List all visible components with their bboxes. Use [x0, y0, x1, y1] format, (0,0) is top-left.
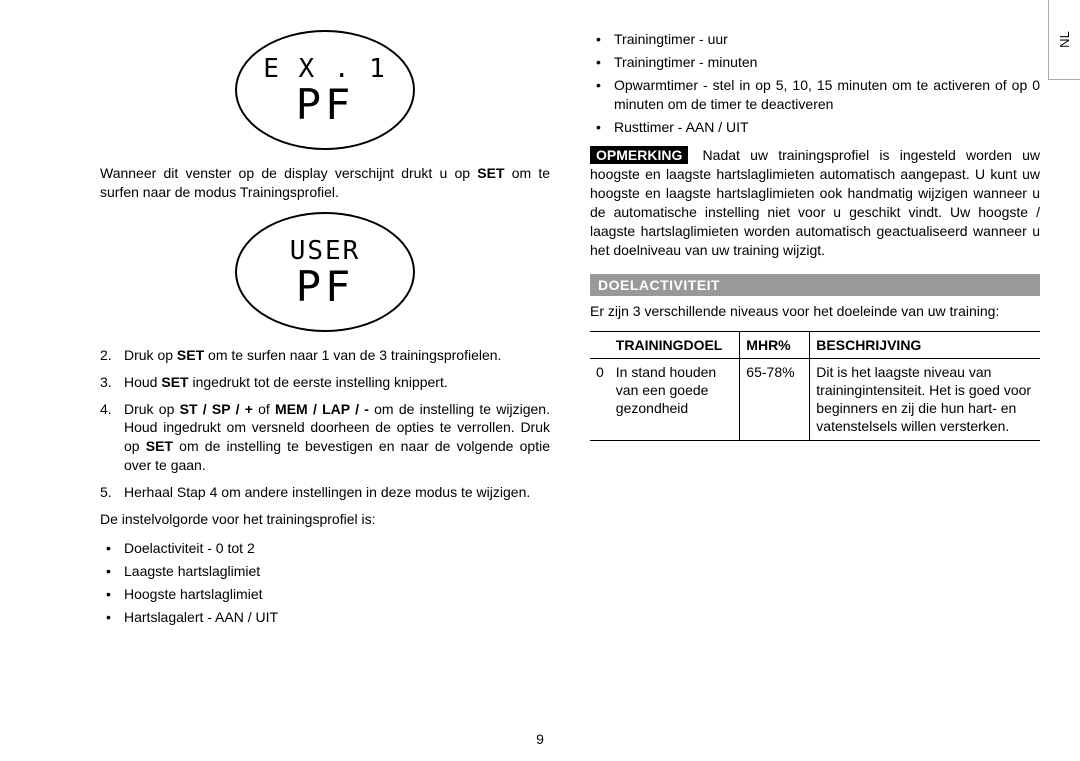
table-row: 0 In stand houden van een goede gezondhe… [590, 358, 1040, 440]
intro-bold: SET [477, 165, 504, 181]
bullet-icon: • [590, 76, 614, 114]
step-item: 5.Herhaal Stap 4 om andere instellingen … [100, 483, 550, 502]
step-number: 5. [100, 483, 124, 502]
list-item-text: Hartslagalert - AAN / UIT [124, 608, 550, 627]
list-item-text: Doelactiviteit - 0 tot 2 [124, 539, 550, 558]
bullet-icon: • [100, 585, 124, 604]
list-item: •Hoogste hartslaglimiet [100, 585, 550, 604]
bullet-icon: • [590, 53, 614, 72]
list-item: •Rusttimer - AAN / UIT [590, 118, 1040, 137]
page-number: 9 [536, 731, 544, 747]
intro-paragraph: Wanneer dit venster op de display versch… [100, 164, 550, 202]
list-item: •Opwarmtimer - stel in op 5, 10, 15 minu… [590, 76, 1040, 114]
note-body: Nadat uw trainingsprofiel is ingesteld w… [590, 147, 1040, 257]
step-item: 4.Druk op ST / SP / + of MEM / LAP / - o… [100, 400, 550, 476]
right-sequence-list: •Trainingtimer - uur•Trainingtimer - min… [590, 30, 1040, 136]
lcd2-line2: PF [296, 266, 355, 308]
td-idx: 0 [590, 358, 610, 440]
list-item: •Doelactiviteit - 0 tot 2 [100, 539, 550, 558]
list-item-text: Trainingtimer - uur [614, 30, 1040, 49]
steps-list: 2.Druk op SET om te surfen naar 1 van de… [100, 346, 550, 502]
list-item: •Trainingtimer - minuten [590, 53, 1040, 72]
step-item: 3.Houd SET ingedrukt tot de eerste inste… [100, 373, 550, 392]
step-number: 3. [100, 373, 124, 392]
left-sequence-list: •Doelactiviteit - 0 tot 2•Laagste hartsl… [100, 539, 550, 627]
step-body: Druk op ST / SP / + of MEM / LAP / - om … [124, 400, 550, 476]
section-header-doelactiviteit: DOELACTIVITEIT [590, 274, 1040, 296]
left-column: E X . 1 PF Wanneer dit venster op de dis… [100, 30, 550, 710]
list-item: •Trainingtimer - uur [590, 30, 1040, 49]
step-number: 2. [100, 346, 124, 365]
list-item-text: Opwarmtimer - stel in op 5, 10, 15 minut… [614, 76, 1040, 114]
lcd1-line2: PF [296, 84, 355, 126]
bullet-icon: • [590, 118, 614, 137]
section-intro: Er zijn 3 verschillende niveaus voor het… [590, 302, 1040, 321]
language-code: NL [1057, 31, 1072, 48]
th-goal: TRAININGDOEL [610, 331, 740, 358]
list-item: •Hartslagalert - AAN / UIT [100, 608, 550, 627]
td-goal: In stand houden van een goede gezondheid [610, 358, 740, 440]
lcd-display-2: USER PF [235, 212, 415, 332]
step-item: 2.Druk op SET om te surfen naar 1 van de… [100, 346, 550, 365]
list-item: •Laagste hartslaglimiet [100, 562, 550, 581]
note-label: OPMERKING [590, 146, 688, 164]
list-item-text: Hoogste hartslaglimiet [124, 585, 550, 604]
sequence-intro: De instelvolgorde voor het trainingsprof… [100, 510, 550, 529]
bullet-icon: • [100, 608, 124, 627]
step-body: Herhaal Stap 4 om andere instellingen in… [124, 483, 550, 502]
td-desc: Dit is het laagste niveau van trainingin… [810, 358, 1040, 440]
bullet-icon: • [590, 30, 614, 49]
bullet-icon: • [100, 562, 124, 581]
intro-pre: Wanneer dit venster op de display versch… [100, 165, 477, 181]
language-tab: NL [1048, 0, 1080, 80]
step-number: 4. [100, 400, 124, 476]
th-idx [590, 331, 610, 358]
right-column: •Trainingtimer - uur•Trainingtimer - min… [590, 30, 1040, 710]
content-columns: E X . 1 PF Wanneer dit venster op de dis… [100, 30, 1040, 710]
goal-table: TRAININGDOEL MHR% BESCHRIJVING 0 In stan… [590, 331, 1040, 441]
step-body: Druk op SET om te surfen naar 1 van de 3… [124, 346, 550, 365]
list-item-text: Trainingtimer - minuten [614, 53, 1040, 72]
note-paragraph: OPMERKING Nadat uw trainingsprofiel is i… [590, 146, 1040, 259]
list-item-text: Laagste hartslaglimiet [124, 562, 550, 581]
lcd-display-1: E X . 1 PF [235, 30, 415, 150]
th-mhr: MHR% [740, 331, 810, 358]
td-mhr: 65-78% [740, 358, 810, 440]
th-desc: BESCHRIJVING [810, 331, 1040, 358]
step-body: Houd SET ingedrukt tot de eerste instell… [124, 373, 550, 392]
bullet-icon: • [100, 539, 124, 558]
list-item-text: Rusttimer - AAN / UIT [614, 118, 1040, 137]
table-header-row: TRAININGDOEL MHR% BESCHRIJVING [590, 331, 1040, 358]
